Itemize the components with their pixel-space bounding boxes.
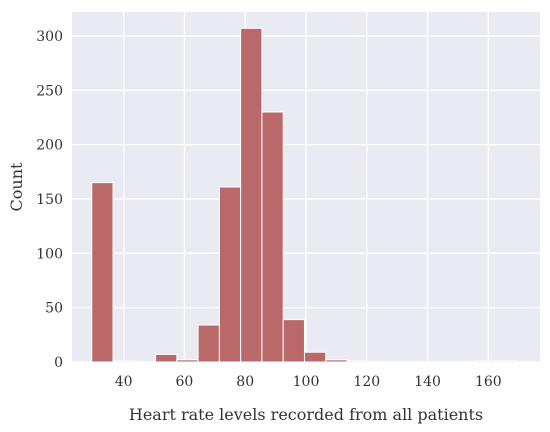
y-tick-label: 100	[36, 246, 63, 262]
histogram-bar	[346, 360, 369, 363]
y-tick-label: 300	[36, 29, 63, 45]
x-tick-label: 100	[293, 374, 320, 390]
y-tick-label: 150	[36, 192, 63, 208]
histogram-bar	[325, 359, 348, 363]
histogram-bar	[495, 360, 518, 363]
y-tick-label: 50	[45, 301, 63, 317]
histogram-bar	[91, 182, 114, 363]
y-axis-label: Count	[7, 162, 26, 211]
y-tick-label: 0	[54, 355, 63, 371]
histogram-bar	[282, 319, 305, 363]
x-axis-label: Heart rate levels recorded from all pati…	[129, 405, 483, 424]
x-tick-label: 60	[176, 374, 194, 390]
histogram-bar	[155, 353, 178, 363]
x-axis-ticks: 40 60 80 100 120 140 160	[115, 374, 502, 390]
x-tick-label: 160	[475, 374, 502, 390]
histogram-bar	[240, 27, 263, 363]
histogram-bar	[474, 360, 497, 363]
x-tick-label: 80	[236, 374, 254, 390]
y-tick-label: 200	[36, 138, 63, 154]
x-tick-label: 140	[414, 374, 441, 390]
x-tick-label: 120	[353, 374, 380, 390]
histogram-bar	[112, 360, 135, 363]
y-axis-ticks: 0 50 100 150 200 250 300	[36, 29, 63, 371]
histogram-bar	[197, 324, 220, 363]
x-tick-label: 40	[115, 374, 133, 390]
histogram-bar	[218, 186, 242, 363]
histogram-bar	[176, 359, 199, 363]
histogram-bar	[303, 351, 327, 363]
histogram-bar	[261, 111, 284, 363]
histogram-bars	[91, 27, 518, 363]
y-tick-label: 250	[36, 83, 63, 99]
